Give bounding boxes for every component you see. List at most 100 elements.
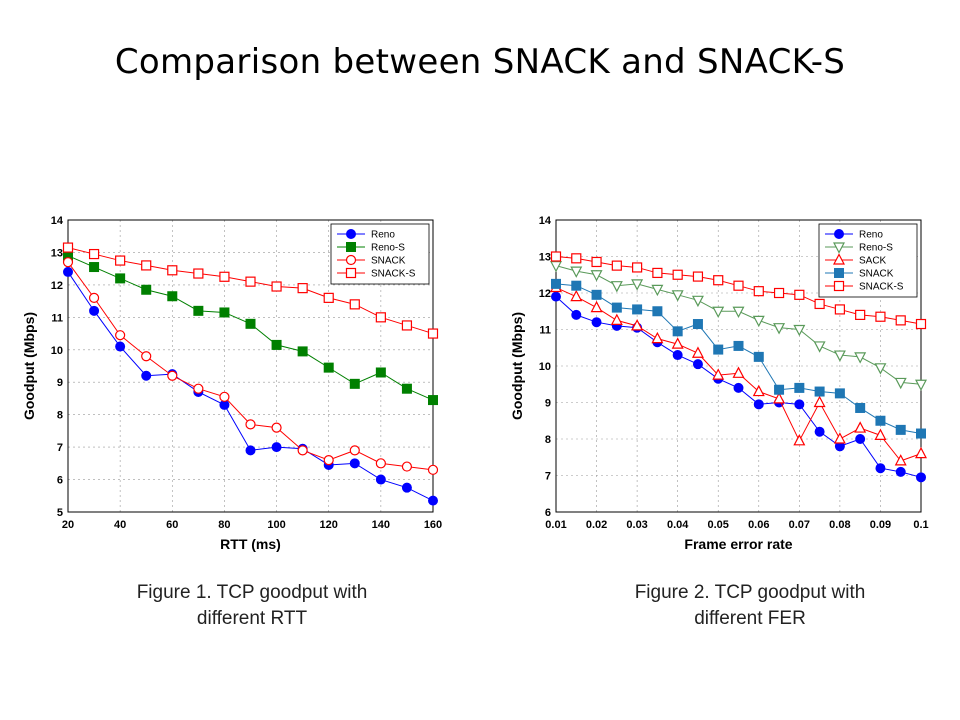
legend-swatch-marker (346, 242, 356, 252)
legend-swatch-marker (833, 242, 845, 254)
x-tick-label: 120 (320, 519, 338, 531)
data-point-reno (895, 466, 906, 477)
x-tick-label: 0.09 (870, 519, 891, 531)
chart-goodput-vs-rtt: 20 40 60 80 100 120 140 160 5 6 7 8 9 10 11 12 13 14 RTT (… (21, 215, 442, 552)
x-axis-label: Frame error rate (684, 536, 792, 552)
y-tick-label: 14 (539, 215, 552, 227)
data-point-snack-s (550, 251, 562, 262)
x-tick-label: 0.07 (789, 519, 810, 531)
data-point-reno (855, 434, 866, 444)
data-point-reno (428, 495, 438, 506)
legend-swatch-marker (346, 229, 356, 239)
y-axis-label: Goodput (Mbps) (509, 312, 525, 420)
legend: Reno Reno-S SACK SNACK SNACK-S (818, 223, 918, 298)
data-point-snack (193, 383, 204, 394)
caption-line: different RTT (196, 608, 308, 629)
caption-line: Figure 2. TCP goodput with (634, 582, 866, 603)
figure-1-caption: Figure 1. TCP goodput with different RTT (52, 580, 452, 632)
data-point-reno-s (401, 383, 412, 394)
data-point-snack (794, 382, 805, 393)
data-point-sack (874, 428, 887, 440)
data-point-snack-s (814, 298, 825, 310)
data-point-reno-s (550, 261, 562, 273)
data-point-snack (916, 428, 926, 439)
y-tick-label: 14 (51, 215, 64, 227)
x-tick-label: 0.08 (829, 519, 850, 531)
data-point-snack-s (271, 281, 282, 292)
data-point-sack (894, 454, 907, 466)
data-point-snack-s (895, 315, 906, 326)
data-point-reno (141, 370, 152, 381)
x-tick-label: 0.02 (586, 519, 607, 531)
data-point-snack-s (219, 271, 230, 282)
data-point-snack-s (115, 255, 126, 266)
y-tick-label: 10 (539, 361, 551, 373)
x-tick-label: 0.04 (667, 519, 689, 531)
data-point-snack (115, 330, 126, 341)
data-point-reno-s (375, 367, 386, 378)
data-point-reno (733, 382, 744, 393)
series-snack-s (550, 251, 927, 330)
data-point-reno-s (141, 284, 152, 295)
y-tick-label: 9 (545, 398, 551, 410)
data-point-reno (271, 442, 282, 453)
data-point-snack (652, 306, 663, 317)
data-point-snack-s (733, 280, 744, 291)
x-tick-label: 40 (114, 519, 126, 531)
data-point-snack-s (753, 286, 764, 297)
legend-label: Reno (371, 230, 395, 241)
data-point-reno (375, 474, 386, 485)
data-point-reno-s (651, 284, 664, 297)
data-point-sack (752, 384, 765, 397)
data-point-snack-s (571, 253, 582, 264)
slide-title: Comparison between SNACK and SNACK-S (114, 42, 846, 82)
data-point-snack (551, 278, 561, 289)
data-point-snack (591, 289, 602, 300)
data-point-snack (88, 292, 100, 303)
data-point-reno-s (874, 363, 887, 375)
caption-line: Figure 1. TCP goodput with (136, 582, 368, 603)
y-tick-label: 5 (57, 507, 63, 519)
y-tick-label: 8 (545, 434, 551, 446)
data-point-snack-s (427, 328, 439, 339)
legend-swatch-marker (345, 254, 357, 266)
data-point-reno (692, 359, 703, 370)
data-point-reno-s (752, 315, 765, 328)
data-point-snack (733, 340, 744, 351)
data-point-sack (590, 300, 603, 313)
data-point-reno-s (219, 307, 230, 318)
data-point-reno (814, 426, 825, 437)
data-point-reno-s (854, 352, 867, 364)
x-tick-label: 0.06 (748, 519, 769, 531)
data-point-snack (875, 415, 886, 426)
data-point-sack (732, 366, 745, 378)
data-point-reno (401, 482, 412, 493)
data-point-snack-s (713, 275, 724, 286)
x-tick-label: 160 (424, 519, 442, 531)
data-point-reno (349, 458, 360, 469)
data-point-snack (219, 391, 230, 402)
data-point-reno (551, 291, 561, 302)
data-point-reno-s (691, 295, 704, 308)
data-point-snack (427, 464, 439, 475)
data-point-snack-s (915, 318, 927, 330)
legend-label: SNACK (859, 269, 894, 280)
data-point-reno-s (271, 339, 282, 350)
data-point-reno-s (732, 306, 745, 319)
x-tick-label: 0.1 (913, 519, 928, 531)
figure-2-caption: Figure 2. TCP goodput with different FER (550, 580, 950, 632)
data-point-snack (855, 402, 866, 413)
data-point-reno (753, 399, 764, 410)
x-tick-label: 60 (166, 519, 178, 531)
y-axis-label: Goodput (Mbps) (21, 312, 37, 420)
data-point-reno-s (89, 262, 100, 273)
data-point-reno-s (712, 306, 725, 319)
y-tick-label: 11 (51, 312, 63, 324)
legend-swatch-marker (834, 268, 844, 278)
data-point-snack-s (794, 289, 805, 300)
data-point-snack-s (401, 320, 413, 331)
data-point-reno-s (115, 273, 126, 284)
data-point-snack-s (375, 312, 386, 323)
data-point-snack (271, 422, 282, 433)
y-tick-label: 12 (539, 288, 551, 300)
